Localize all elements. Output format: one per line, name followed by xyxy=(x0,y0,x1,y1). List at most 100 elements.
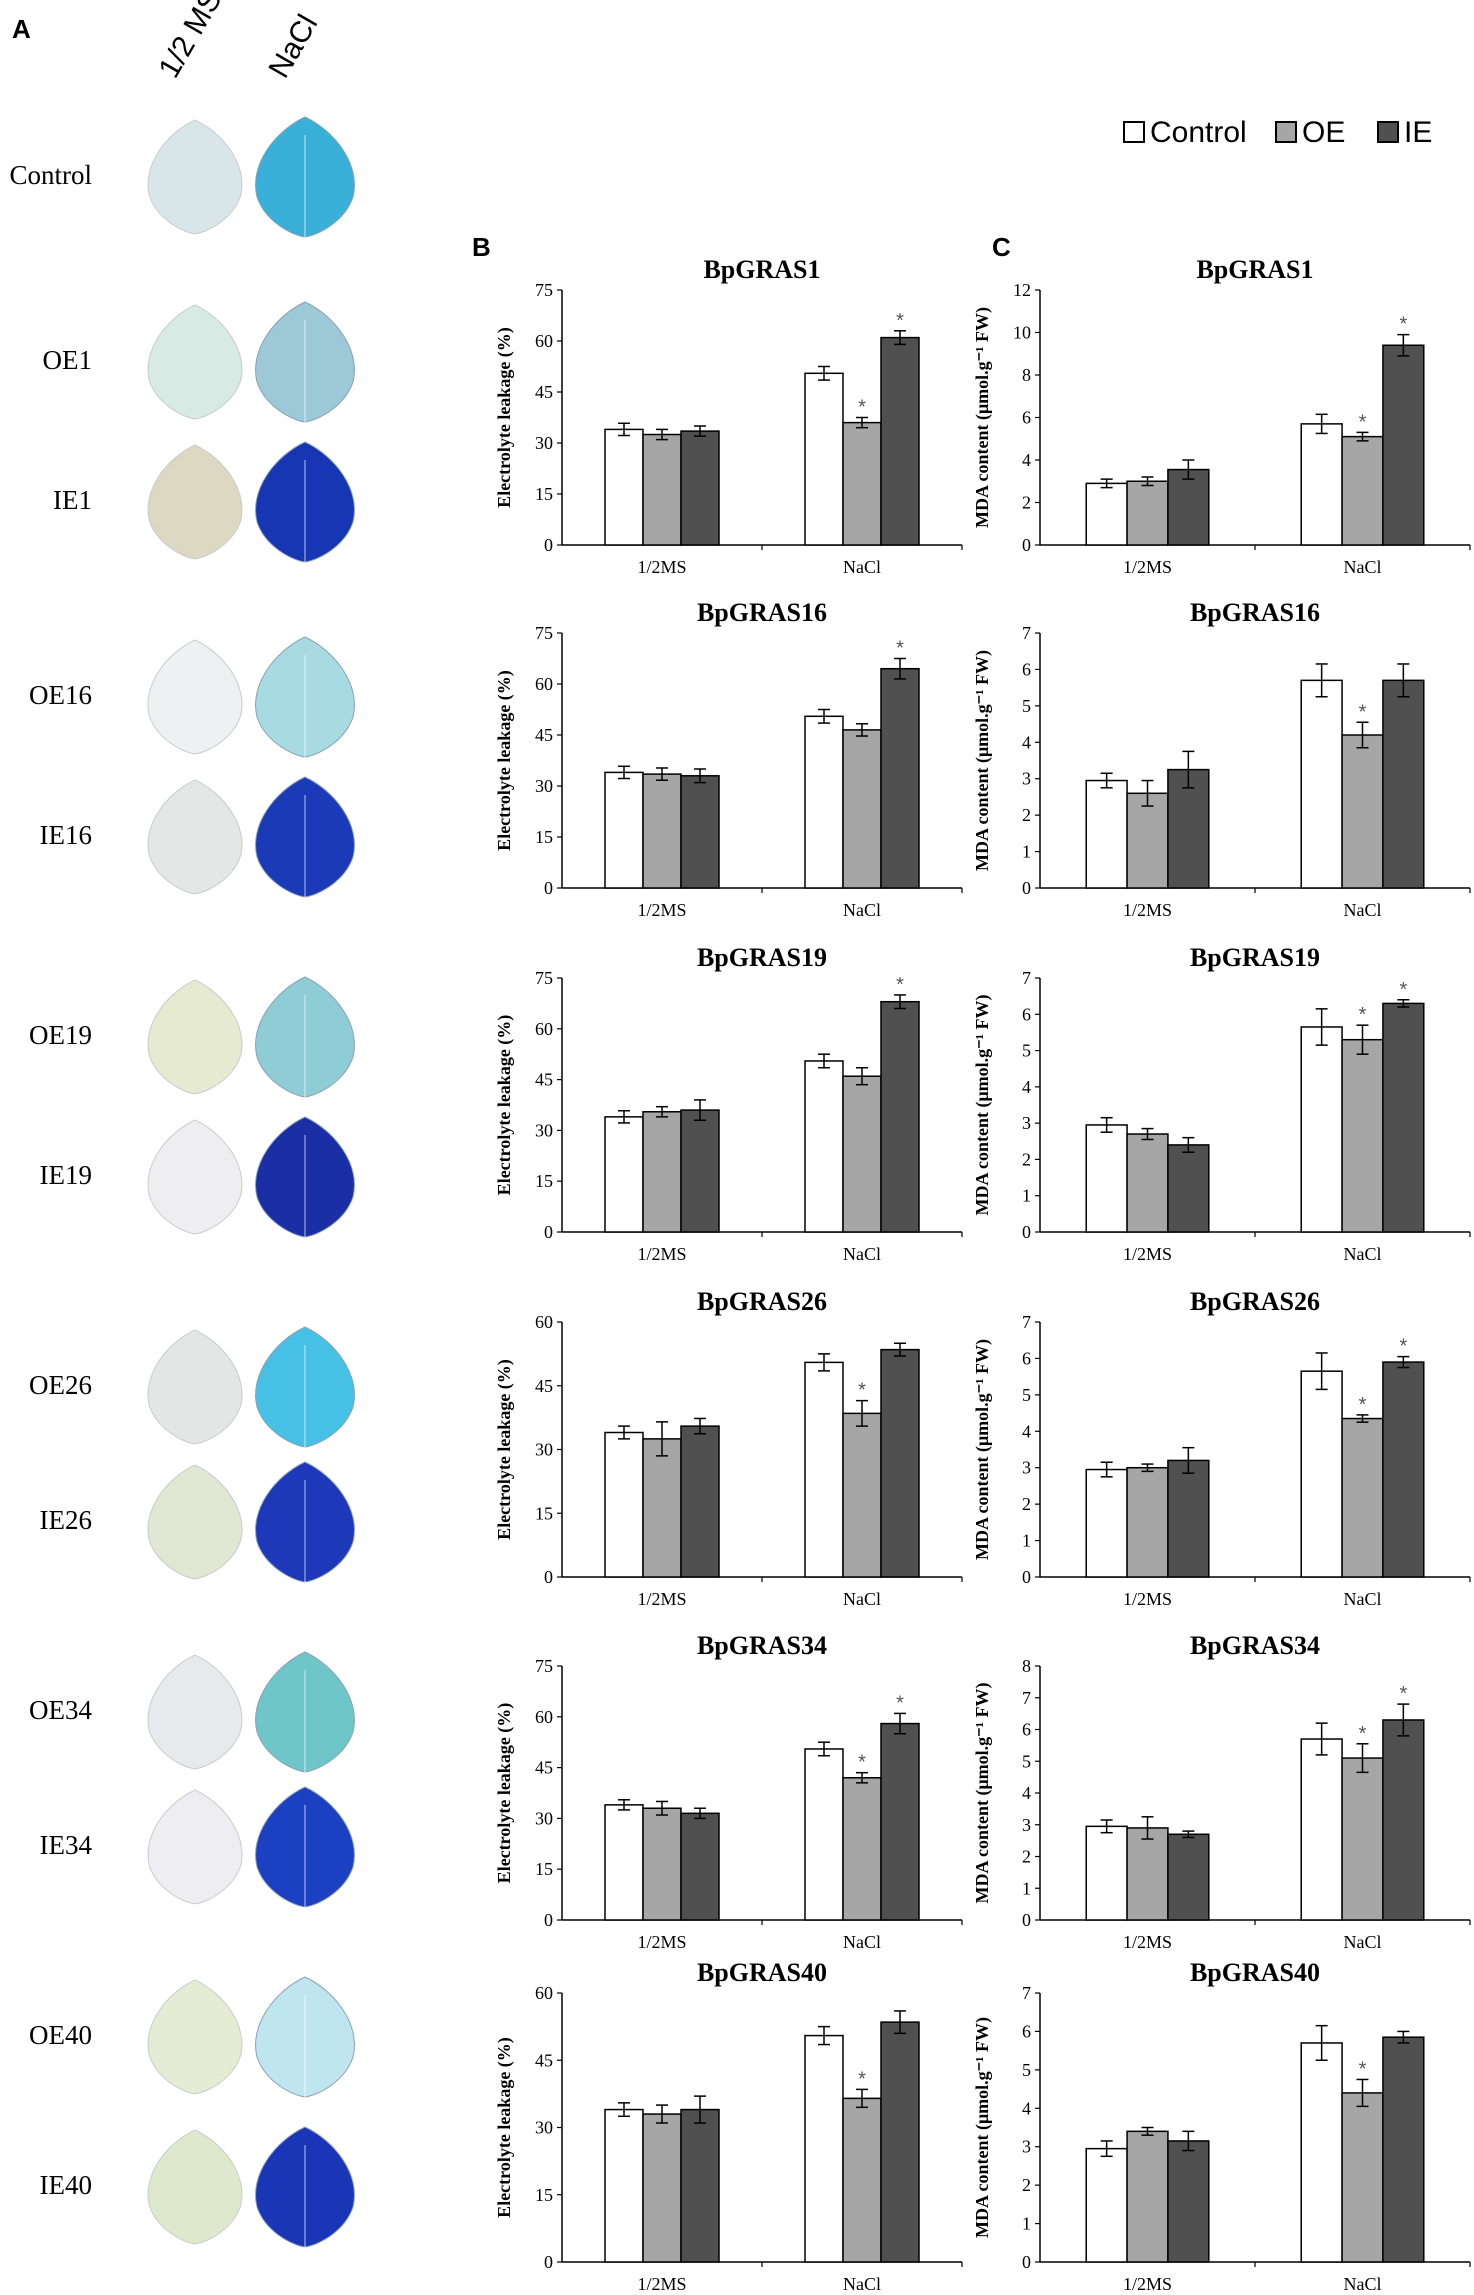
chart-title: BpGRAS40 xyxy=(697,1958,827,1987)
bar-control xyxy=(604,2108,644,2263)
bar-oe xyxy=(842,421,882,546)
chart-title: BpGRAS19 xyxy=(1190,943,1320,972)
row-label: IE40 xyxy=(40,2170,92,2200)
y-tick-label: 5 xyxy=(1022,2060,1031,2080)
y-tick-label: 2 xyxy=(1022,1494,1031,1514)
legend-item: IE xyxy=(1377,116,1432,149)
chart-title: BpGRAS16 xyxy=(1190,598,1320,627)
chart-bpgras1-c: BpGRAS1 MDA content (μmol.g⁻¹ FW) 0 2 4 6 8 10 1… xyxy=(972,255,1471,577)
y-tick-label: 30 xyxy=(535,1808,553,1828)
y-tick-label: 7 xyxy=(1022,968,1031,988)
chart-bpgras16-b: BpGRAS16 Electrolyte leakage (%) 0 15 30 45 60… xyxy=(494,598,963,920)
chart-bpgras19-b: BpGRAS19 Electrolyte leakage (%) 0 15 30 45 60… xyxy=(494,943,963,1264)
bar-control xyxy=(1085,2147,1128,2263)
legend-label: OE xyxy=(1302,116,1345,149)
x-category-label: NaCl xyxy=(1344,1932,1382,1952)
chart-bpgras34-c: BpGRAS34 MDA content (μmol.g⁻¹ FW) 0 1 2 3 4 5 6… xyxy=(972,1631,1471,1952)
chart-bpgras26-b: BpGRAS26 Electrolyte leakage (%) 0 15 30 45 60… xyxy=(494,1287,963,1609)
y-tick-label: 6 xyxy=(1022,1720,1031,1740)
leaf-image xyxy=(147,1654,243,1770)
y-tick-label: 15 xyxy=(535,484,553,504)
bar-control xyxy=(804,1748,844,1921)
bar-ie xyxy=(880,1000,920,1233)
row-label: OE1 xyxy=(43,345,93,375)
significance-marker: * xyxy=(1399,1683,1407,1705)
bar-ie xyxy=(1167,768,1210,889)
bar-ie xyxy=(880,336,920,546)
y-tick-label: 30 xyxy=(535,1440,553,1460)
y-tick-label: 3 xyxy=(1022,1458,1031,1478)
leaf-image xyxy=(147,2129,243,2245)
legend-swatch xyxy=(1377,121,1399,143)
y-tick-label: 45 xyxy=(535,2050,553,2070)
bar-control xyxy=(804,1060,844,1233)
y-tick-label: 7 xyxy=(1022,1983,1031,2003)
bar-control xyxy=(1300,1370,1343,1578)
legend-item: OE xyxy=(1275,116,1345,149)
y-tick-label: 2 xyxy=(1022,2175,1031,2195)
y-tick-label: 0 xyxy=(544,878,553,898)
y-tick-label: 3 xyxy=(1022,1815,1031,1835)
y-tick-label: 7 xyxy=(1022,1688,1031,1708)
y-tick-label: 30 xyxy=(535,2118,553,2138)
y-tick-label: 4 xyxy=(1022,732,1031,752)
leaf-image xyxy=(255,1976,355,2098)
chart-bpgras40-c: BpGRAS40 MDA content (μmol.g⁻¹ FW) 0 1 2 3 4 5 6… xyxy=(972,1958,1471,2294)
bar-oe xyxy=(842,2097,882,2263)
chart-bpgras40-b: BpGRAS40 Electrolyte leakage (%) 0 15 30 45 60… xyxy=(494,1958,963,2294)
bar-oe xyxy=(642,1807,682,1921)
y-axis-label: MDA content (μmol.g⁻¹ FW) xyxy=(972,650,993,871)
legend-item: Control xyxy=(1123,116,1247,149)
bar-oe xyxy=(842,1777,882,1921)
chart-title: BpGRAS26 xyxy=(697,1287,827,1316)
bar-oe xyxy=(1126,792,1169,889)
leaf-image xyxy=(255,441,355,563)
y-axis-label: MDA content (μmol.g⁻¹ FW) xyxy=(972,2017,993,2238)
leaf-image xyxy=(147,444,243,560)
y-tick-label: 75 xyxy=(535,968,553,988)
y-tick-label: 0 xyxy=(1022,1567,1031,1587)
y-tick-label: 5 xyxy=(1022,1751,1031,1771)
row-label: OE16 xyxy=(29,680,92,710)
row-label: IE1 xyxy=(53,485,92,515)
row-label: IE19 xyxy=(40,1160,92,1190)
bar-control xyxy=(1085,1825,1128,1921)
bar-ie xyxy=(1382,1361,1425,1578)
bar-control xyxy=(1085,1124,1128,1233)
x-category-label: NaCl xyxy=(843,2274,881,2294)
bar-oe xyxy=(842,1412,882,1578)
bar-oe xyxy=(1341,1757,1384,1921)
y-axis-label: MDA content (μmol.g⁻¹ FW) xyxy=(972,1682,993,1903)
y-tick-label: 2 xyxy=(1022,1149,1031,1169)
y-tick-label: 30 xyxy=(535,433,553,453)
y-tick-label: 4 xyxy=(1022,2098,1031,2118)
chart-title: BpGRAS34 xyxy=(1190,1631,1320,1660)
row-label: OE19 xyxy=(29,1020,92,1050)
significance-marker: * xyxy=(1359,411,1367,433)
leaf-image xyxy=(147,779,243,895)
leaf-image xyxy=(147,639,243,755)
bar-oe xyxy=(642,1111,682,1233)
y-tick-label: 0 xyxy=(544,1910,553,1930)
x-category-label: 1/2MS xyxy=(637,1244,686,1264)
significance-marker: * xyxy=(896,974,904,996)
y-tick-label: 1 xyxy=(1022,1878,1031,1898)
leaf-image xyxy=(255,1786,355,1908)
bar-ie xyxy=(1382,1719,1425,1921)
leaf-image xyxy=(147,1464,243,1580)
significance-marker: * xyxy=(858,1380,866,1402)
x-category-label: NaCl xyxy=(843,1932,881,1952)
x-category-label: 1/2MS xyxy=(637,2274,686,2294)
leaf-image xyxy=(147,304,243,420)
bar-ie xyxy=(680,1425,720,1578)
leaf-image xyxy=(255,636,355,758)
y-axis-label: MDA content (μmol.g⁻¹ FW) xyxy=(972,994,993,1215)
x-category-label: NaCl xyxy=(1344,2274,1382,2294)
y-axis-label: Electrolyte leakage (%) xyxy=(494,1015,515,1196)
y-tick-label: 0 xyxy=(544,1222,553,1242)
y-tick-label: 30 xyxy=(535,776,553,796)
y-tick-label: 45 xyxy=(535,725,553,745)
y-tick-label: 0 xyxy=(1022,1222,1031,1242)
y-axis-label: MDA content (μmol.g⁻¹ FW) xyxy=(972,1339,993,1560)
